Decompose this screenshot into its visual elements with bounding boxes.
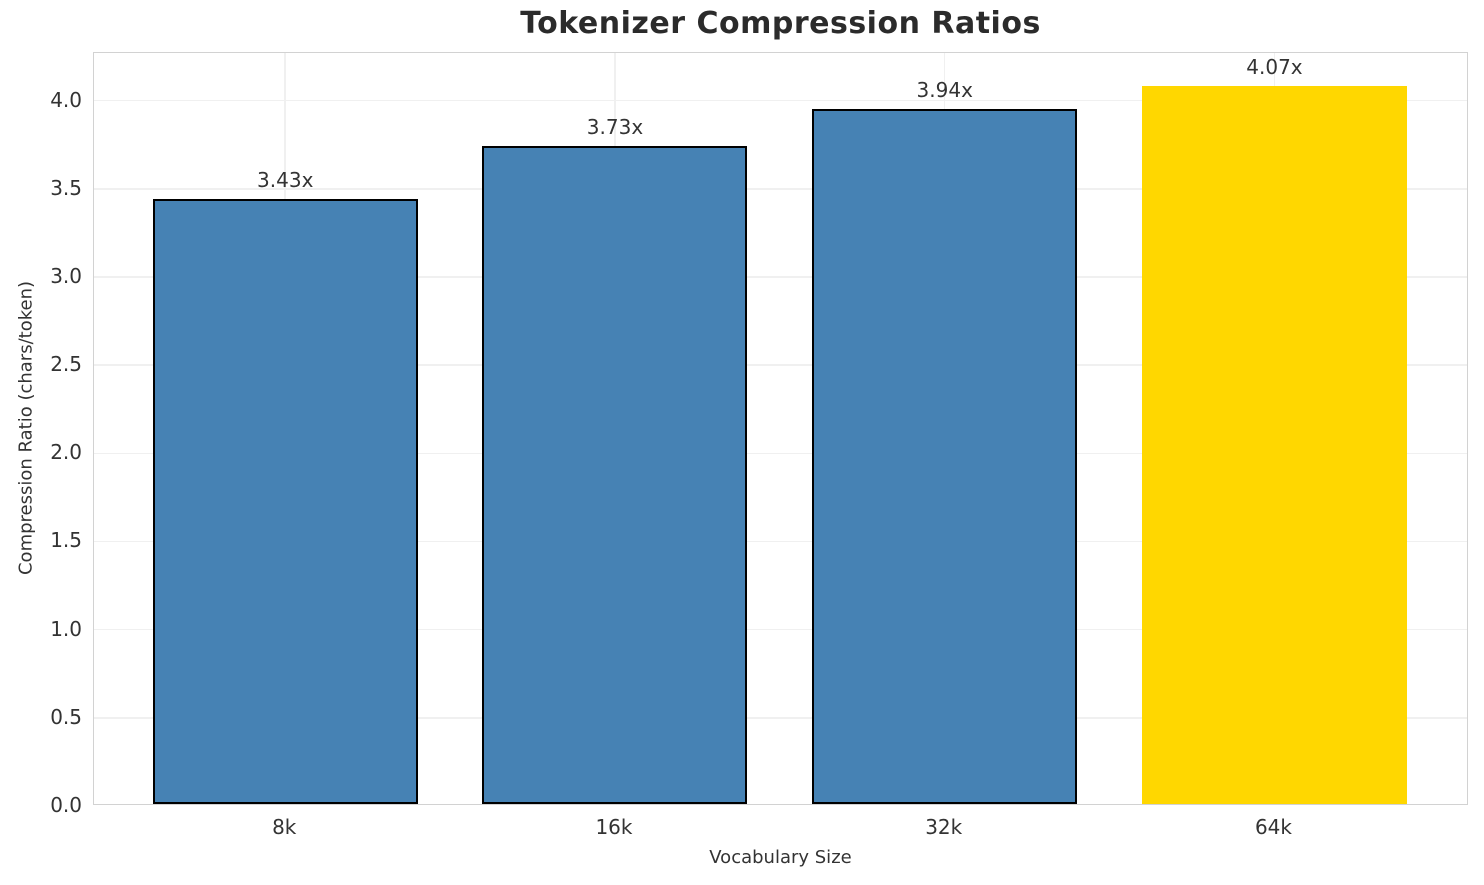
bar-8k xyxy=(152,199,418,804)
bar-32k xyxy=(812,109,1078,804)
h-gridline xyxy=(94,99,1467,102)
y-tick-label: 0.0 xyxy=(50,793,82,817)
h-gridline xyxy=(94,276,1467,278)
y-tick-label: 0.5 xyxy=(50,704,82,729)
h-gridline xyxy=(94,452,1467,455)
x-tick-label-16k: 16k xyxy=(595,815,633,839)
bar-64k xyxy=(1141,86,1407,804)
x-tick-label-32k: 32k xyxy=(925,815,963,839)
h-gridline xyxy=(94,540,1467,543)
bar-value-label: 4.07x xyxy=(1246,55,1303,80)
bar-value-label: 3.43x xyxy=(257,168,314,193)
y-tick-label: 2.0 xyxy=(50,440,82,465)
y-tick-label: 3.5 xyxy=(50,175,82,200)
chart-title: Tokenizer Compression Ratios xyxy=(520,6,1041,41)
y-tick-label: 4.0 xyxy=(50,87,82,112)
x-tick-label-8k: 8k xyxy=(272,815,297,839)
x-axis-label: Vocabulary Size xyxy=(709,847,852,868)
y-tick-label: 1.0 xyxy=(50,616,82,641)
bars-layer: 3.43x 3.73x 3.94x 4.07x xyxy=(94,53,1467,804)
plot-area: 3.43x 3.73x 3.94x 4.07x xyxy=(93,52,1468,805)
h-gridline xyxy=(94,628,1467,631)
y-tick-label: 1.5 xyxy=(50,528,82,553)
y-tick-label: 3.0 xyxy=(50,263,82,288)
bar-value-label: 3.73x xyxy=(586,115,644,140)
y-tick-label: 2.5 xyxy=(50,352,82,377)
x-tick-label-64k: 64k xyxy=(1254,815,1292,839)
bar-value-label: 3.94x xyxy=(916,78,973,103)
h-gridline xyxy=(94,364,1467,366)
h-gridline xyxy=(94,188,1467,190)
h-gridline xyxy=(94,717,1467,719)
bar-16k xyxy=(482,146,748,804)
